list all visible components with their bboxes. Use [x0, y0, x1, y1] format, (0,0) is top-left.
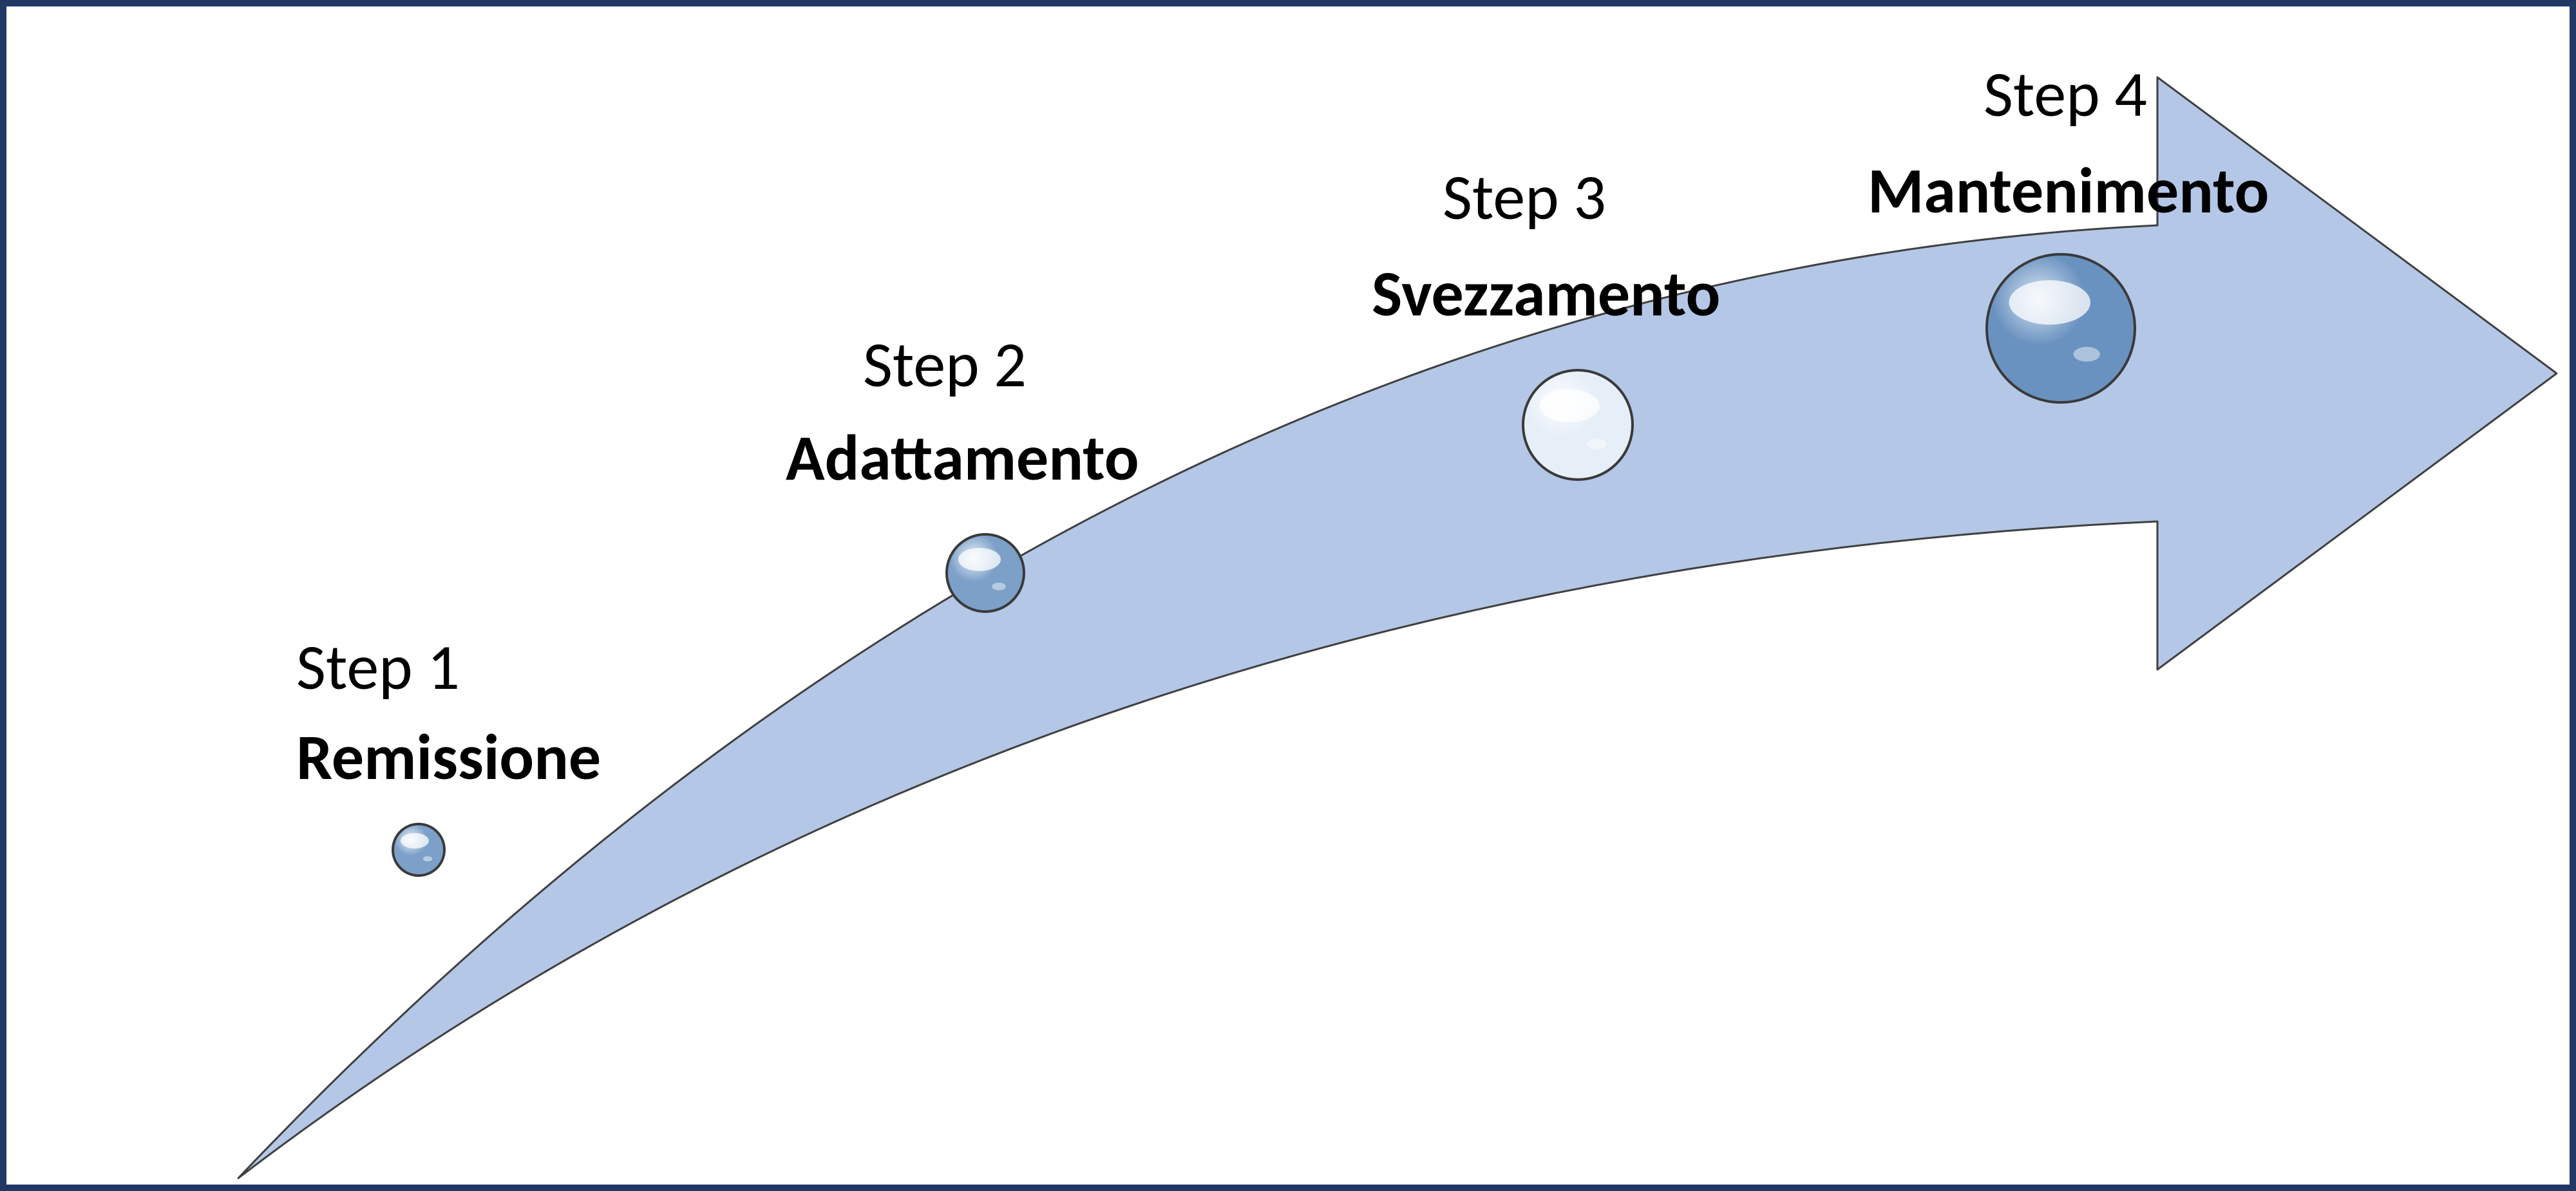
step-2-step-label: Step 2 [863, 325, 1027, 404]
step-1-step-label: Step 1 [296, 628, 460, 706]
step-2-bubble [947, 534, 1024, 612]
step-3-name-label: Svezzamento [1372, 254, 1720, 333]
process-arrow-diagram: Step 1 Remissione Step 2 Adattamento Step 3 S… [0, 0, 2576, 1191]
step-3-step-label: Step 3 [1443, 158, 1606, 236]
step-4-step-label: Step 4 [1984, 55, 2147, 133]
step-3-bubble [1523, 370, 1633, 480]
step-1-bubble [393, 824, 444, 876]
diagram-container: Step 1 Remissione Step 2 Adattamento Step 3 S… [0, 0, 2576, 1191]
step-2-name-label: Adattamento [786, 418, 1139, 497]
step-4-name-label: Mantenimento [1868, 151, 2269, 230]
step-4-bubble [1987, 254, 2135, 402]
step-1-name-label: Remissione [296, 718, 601, 796]
